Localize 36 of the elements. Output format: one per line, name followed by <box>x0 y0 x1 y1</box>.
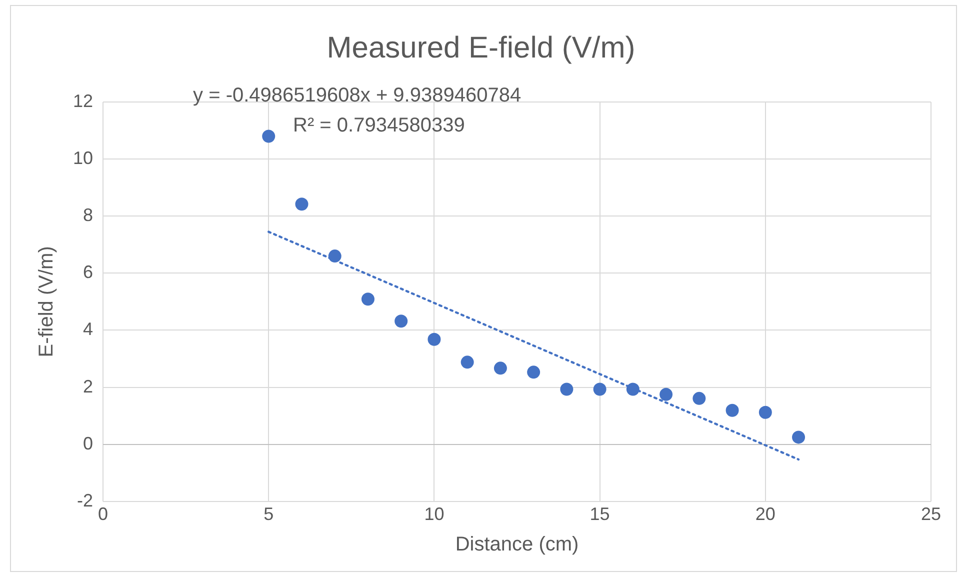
point <box>428 332 441 346</box>
x-tick-label: 5 <box>264 504 274 524</box>
point <box>692 392 706 405</box>
chart-title: Measured E-field (V/m) <box>326 31 636 64</box>
point <box>758 406 772 419</box>
y-tick-label: 2 <box>83 376 94 396</box>
point <box>361 292 374 306</box>
x-tick-label: 25 <box>920 504 942 524</box>
y-tick-label: 8 <box>83 205 94 226</box>
y-tick-label: -2 <box>77 490 94 510</box>
point <box>792 430 806 444</box>
x-tick-label: 10 <box>424 504 444 524</box>
point <box>660 388 673 401</box>
y-tick-label: 6 <box>83 262 94 282</box>
point <box>494 362 507 375</box>
x-tick-label: 20 <box>755 504 776 524</box>
point <box>527 366 540 379</box>
x-axis-title: Distance (cm) <box>455 534 579 556</box>
x-tick-label: 0 <box>98 504 108 524</box>
point <box>262 130 276 143</box>
y-tick-label: 10 <box>72 148 94 168</box>
x-tick-label: 15 <box>590 504 610 524</box>
point <box>295 198 308 211</box>
point <box>460 356 474 369</box>
y-tick-label: 0 <box>83 433 94 454</box>
point <box>560 382 574 396</box>
y-tick-label: 12 <box>72 90 94 111</box>
annotation: R² = 0.7934580339 <box>293 114 465 137</box>
point <box>626 382 640 396</box>
point <box>726 404 739 417</box>
point <box>593 382 606 396</box>
point <box>394 314 408 328</box>
y-axis-title: E-field (V/m) <box>36 246 58 358</box>
y-tick-label: 4 <box>83 319 94 340</box>
annotation: y = -0.4986519608x + 9.9389460784 <box>193 84 522 107</box>
point <box>328 250 342 263</box>
